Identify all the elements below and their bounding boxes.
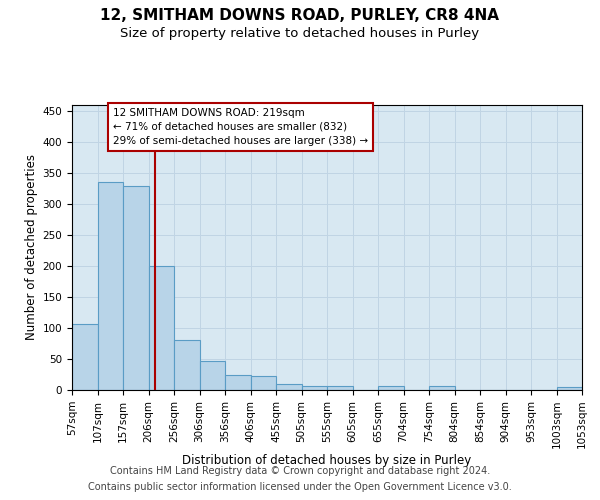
Bar bbox=[327, 386, 353, 390]
Text: Contains public sector information licensed under the Open Government Licence v3: Contains public sector information licen… bbox=[88, 482, 512, 492]
Bar bbox=[378, 386, 404, 390]
Bar bbox=[97, 182, 123, 390]
Bar bbox=[149, 266, 174, 390]
Bar bbox=[174, 340, 199, 390]
Bar bbox=[251, 376, 276, 390]
Bar bbox=[429, 386, 455, 390]
Text: Size of property relative to detached houses in Purley: Size of property relative to detached ho… bbox=[121, 28, 479, 40]
Text: 12, SMITHAM DOWNS ROAD, PURLEY, CR8 4NA: 12, SMITHAM DOWNS ROAD, PURLEY, CR8 4NA bbox=[101, 8, 499, 22]
Bar bbox=[302, 386, 327, 390]
Y-axis label: Number of detached properties: Number of detached properties bbox=[25, 154, 38, 340]
Text: Contains HM Land Registry data © Crown copyright and database right 2024.: Contains HM Land Registry data © Crown c… bbox=[110, 466, 490, 476]
Bar bbox=[557, 387, 582, 390]
Bar bbox=[199, 361, 225, 390]
Bar bbox=[225, 374, 251, 390]
Bar bbox=[72, 324, 97, 390]
X-axis label: Distribution of detached houses by size in Purley: Distribution of detached houses by size … bbox=[182, 454, 472, 467]
Bar bbox=[276, 384, 302, 390]
Bar bbox=[123, 186, 149, 390]
Text: 12 SMITHAM DOWNS ROAD: 219sqm
← 71% of detached houses are smaller (832)
29% of : 12 SMITHAM DOWNS ROAD: 219sqm ← 71% of d… bbox=[113, 108, 368, 146]
